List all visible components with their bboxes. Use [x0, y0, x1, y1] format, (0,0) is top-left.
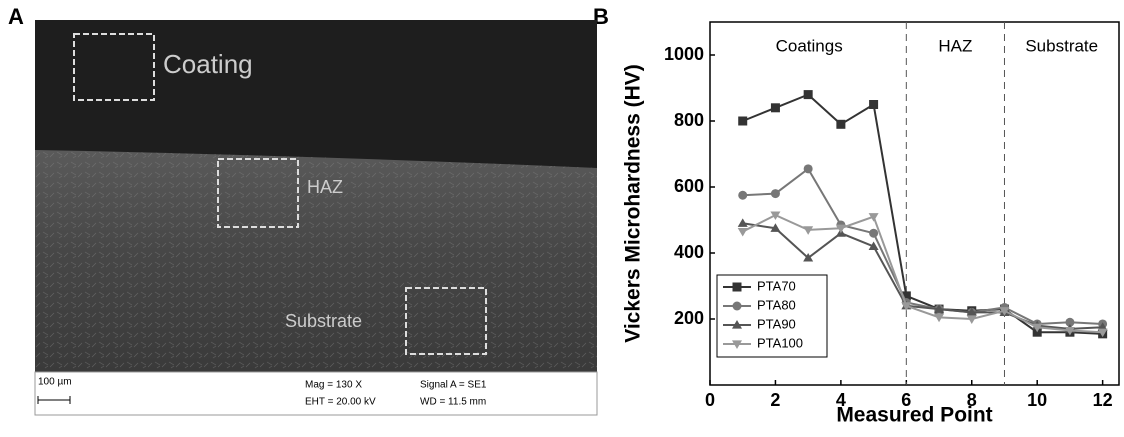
figure: A B Coating HAZ Substrate 100 µm Mag = 1…: [0, 0, 1124, 432]
marker: [738, 228, 748, 237]
marker: [738, 191, 747, 200]
marker: [804, 164, 813, 173]
marker: [738, 117, 747, 126]
x-tick-label: 0: [705, 390, 715, 410]
marker: [771, 189, 780, 198]
marker: [771, 103, 780, 112]
marker: [804, 90, 813, 99]
y-tick-label: 400: [674, 242, 704, 262]
info: Signal A = SE1: [420, 380, 487, 391]
y-tick-label: 1000: [664, 44, 704, 64]
legend-label: PTA100: [757, 335, 803, 350]
legend-label: PTA70: [757, 278, 796, 293]
region-label: HAZ: [307, 177, 343, 197]
x-axis-label: Measured Point: [836, 404, 992, 427]
y-tick-label: 600: [674, 176, 704, 196]
micrograph: Coating HAZ Substrate 100 µm Mag = 130 X…: [35, 20, 597, 415]
region-label: Coating: [163, 49, 253, 79]
legend-label: PTA80: [757, 297, 796, 312]
marker: [869, 100, 878, 109]
marker: [733, 283, 742, 292]
info: WD = 11.5 mm: [420, 397, 486, 408]
legend-label: PTA90: [757, 316, 796, 331]
y-tick-label: 200: [674, 308, 704, 328]
x-tick-label: 12: [1093, 390, 1113, 410]
y-axis-label: Vickers Microhardness (HV): [622, 64, 645, 343]
y-tick-label: 800: [674, 110, 704, 130]
marker: [836, 120, 845, 129]
region-label: Substrate: [285, 311, 362, 331]
scale-bar-label: 100 µm: [38, 377, 72, 388]
marker: [738, 218, 748, 227]
region-label: Coatings: [776, 36, 843, 55]
x-tick-label: 10: [1027, 390, 1047, 410]
panel-label: A: [8, 4, 24, 29]
region-label: Substrate: [1025, 36, 1098, 55]
info-strip: [35, 372, 597, 415]
marker: [869, 229, 878, 238]
x-tick-label: 2: [770, 390, 780, 410]
region-label: HAZ: [938, 36, 972, 55]
info: Mag = 130 X: [305, 380, 362, 391]
info: EHT = 20.00 kV: [305, 397, 376, 408]
marker: [733, 302, 742, 311]
